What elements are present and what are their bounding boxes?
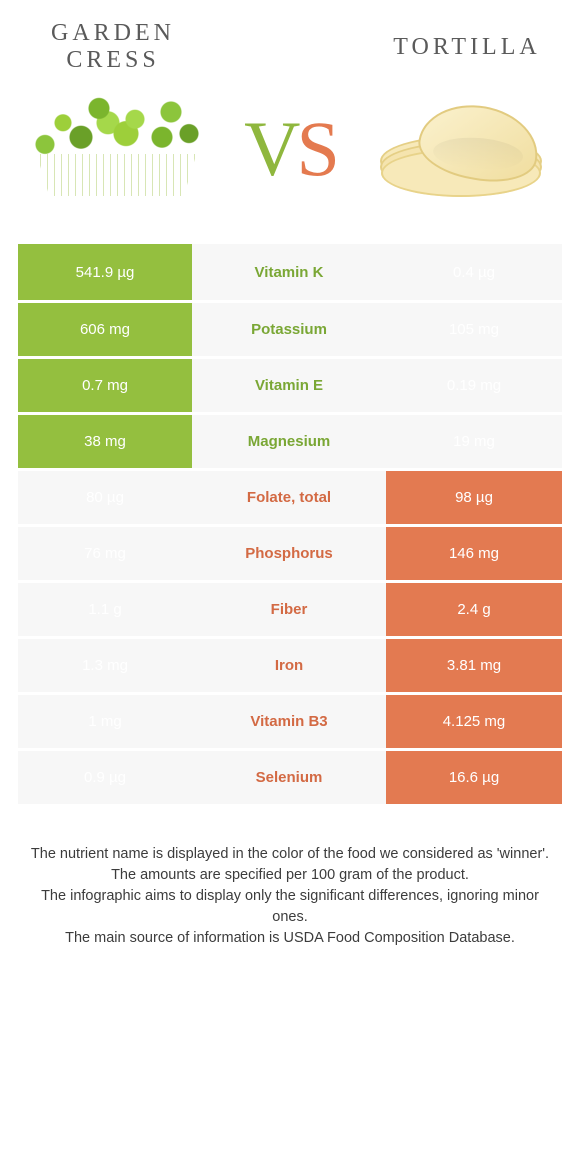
nutrient-name: Phosphorus [192, 527, 386, 580]
left-value: 38 mg [18, 415, 192, 468]
right-value: 3.81 mg [386, 639, 562, 692]
nutrient-name: Iron [192, 639, 386, 692]
left-value: 1.1 g [18, 583, 192, 636]
right-value: 0.4 µg [386, 244, 562, 300]
nutrient-name: Vitamin K [192, 244, 386, 300]
footer-line: The nutrient name is displayed in the co… [26, 844, 554, 865]
nutrient-row: 0.7 mgVitamin E0.19 mg [18, 356, 562, 412]
vs-s: S [296, 105, 335, 192]
right-value: 98 µg [386, 471, 562, 524]
nutrient-name: Selenium [192, 751, 386, 804]
nutrient-table: 541.9 µgVitamin K0.4 µg606 mgPotassium10… [18, 244, 562, 804]
nutrient-row: 1.1 gFiber2.4 g [18, 580, 562, 636]
right-value: 2.4 g [386, 583, 562, 636]
left-value: 1.3 mg [18, 639, 192, 692]
nutrient-row: 606 mgPotassium105 mg [18, 300, 562, 356]
left-value: 76 mg [18, 527, 192, 580]
left-value: 541.9 µg [18, 244, 192, 300]
nutrient-row: 1.3 mgIron3.81 mg [18, 636, 562, 692]
vs-label: VS [244, 104, 336, 194]
nutrient-row: 80 µgFolate, total98 µg [18, 468, 562, 524]
nutrient-name: Vitamin B3 [192, 695, 386, 748]
right-value: 0.19 mg [386, 359, 562, 412]
nutrient-row: 0.9 µgSelenium16.6 µg [18, 748, 562, 804]
footer-line: The amounts are specified per 100 gram o… [26, 865, 554, 886]
nutrient-name: Folate, total [192, 471, 386, 524]
header: Garden cress Tortilla [28, 20, 552, 74]
nutrient-row: 541.9 µgVitamin K0.4 µg [18, 244, 562, 300]
garden-cress-image [24, 84, 209, 214]
tortilla-image [371, 84, 556, 214]
left-food-title: Garden cress [28, 20, 198, 74]
footer-notes: The nutrient name is displayed in the co… [18, 844, 562, 949]
vs-v: V [244, 105, 296, 192]
nutrient-name: Potassium [192, 303, 386, 356]
nutrient-row: 38 mgMagnesium19 mg [18, 412, 562, 468]
left-value: 80 µg [18, 471, 192, 524]
right-food-title: Tortilla [382, 34, 552, 61]
left-value: 1 mg [18, 695, 192, 748]
nutrient-row: 1 mgVitamin B34.125 mg [18, 692, 562, 748]
footer-line: The main source of information is USDA F… [26, 928, 554, 949]
left-value: 0.9 µg [18, 751, 192, 804]
right-value: 105 mg [386, 303, 562, 356]
footer-line: The infographic aims to display only the… [26, 886, 554, 928]
right-value: 16.6 µg [386, 751, 562, 804]
right-value: 4.125 mg [386, 695, 562, 748]
nutrient-row: 76 mgPhosphorus146 mg [18, 524, 562, 580]
right-value: 19 mg [386, 415, 562, 468]
left-value: 606 mg [18, 303, 192, 356]
right-value: 146 mg [386, 527, 562, 580]
nutrient-name: Vitamin E [192, 359, 386, 412]
left-value: 0.7 mg [18, 359, 192, 412]
nutrient-name: Fiber [192, 583, 386, 636]
image-row: VS [24, 84, 556, 214]
nutrient-name: Magnesium [192, 415, 386, 468]
